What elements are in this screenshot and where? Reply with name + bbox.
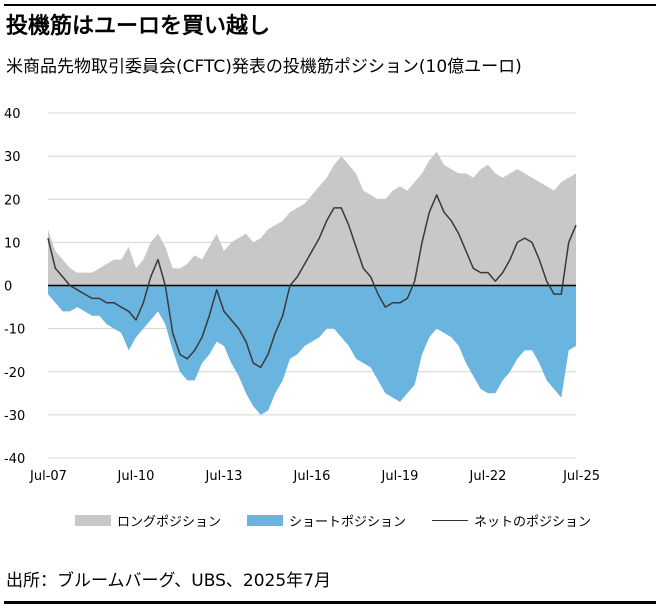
legend-swatch-net	[432, 520, 469, 521]
x-tick-label-3: Jul-16	[293, 469, 331, 484]
x-tick-label-2: Jul-13	[205, 469, 243, 484]
legend-item-net: ネットのポジション	[432, 511, 591, 530]
y-tick-label-7: -30	[4, 409, 25, 424]
y-tick-label-1: 30	[4, 150, 21, 165]
bottom-rule	[4, 601, 656, 604]
chart-area: 40 30 20 10 0 -10 -20 -30 -40 Jul-07 Jul-10 Jul-13…	[4, 107, 600, 484]
line-layer	[47, 194, 577, 369]
legend-label-long: ロングポジション	[117, 515, 222, 530]
x-tick-label-6: Jul-25	[562, 469, 600, 484]
legend-item-short: ショートポジション	[247, 511, 406, 530]
x-tick-label-5: Jul-22	[469, 469, 507, 484]
y-tick-label-4: 0	[4, 280, 12, 295]
legend-swatch-long	[75, 515, 111, 526]
y-tick-label-6: -20	[4, 366, 25, 381]
chart-subtitle: 米商品先物取引委員会(CFTC)発表の投機筋ポジション(10億ユーロ)	[6, 57, 522, 77]
y-axis-ticks: 40 30 20 10 0 -10 -20 -30 -40	[4, 107, 25, 467]
x-tick-label-0: Jul-07	[29, 469, 67, 484]
legend-item-long: ロングポジション	[75, 511, 221, 530]
y-tick-label-8: -40	[4, 452, 25, 467]
legend-label-net: ネットのポジション	[474, 515, 592, 530]
x-axis-ticks: Jul-07 Jul-10 Jul-13 Jul-16 Jul-19 Jul-22 Jul-…	[29, 469, 600, 484]
legend-swatch-short	[247, 515, 284, 526]
y-tick-label-2: 20	[4, 193, 21, 208]
legend: ロングポジション ショートポジション ネットのポジション	[75, 511, 617, 530]
short-position-area	[48, 285, 576, 415]
legend-label-short: ショートポジション	[289, 515, 407, 530]
x-tick-label-4: Jul-19	[381, 469, 419, 484]
y-tick-label-5: -10	[4, 323, 25, 338]
y-tick-label-3: 10	[4, 236, 21, 251]
long-position-area	[48, 151, 576, 286]
net-position-line	[47, 194, 577, 369]
area-layer	[48, 151, 576, 415]
top-rule	[4, 4, 656, 6]
y-tick-label-0: 40	[4, 107, 21, 122]
chart-title: 投機筋はユーロを買い越し	[6, 14, 271, 39]
x-tick-label-1: Jul-10	[117, 469, 155, 484]
source-note: 出所：ブルームバーグ、UBS、2025年7月	[6, 571, 331, 591]
